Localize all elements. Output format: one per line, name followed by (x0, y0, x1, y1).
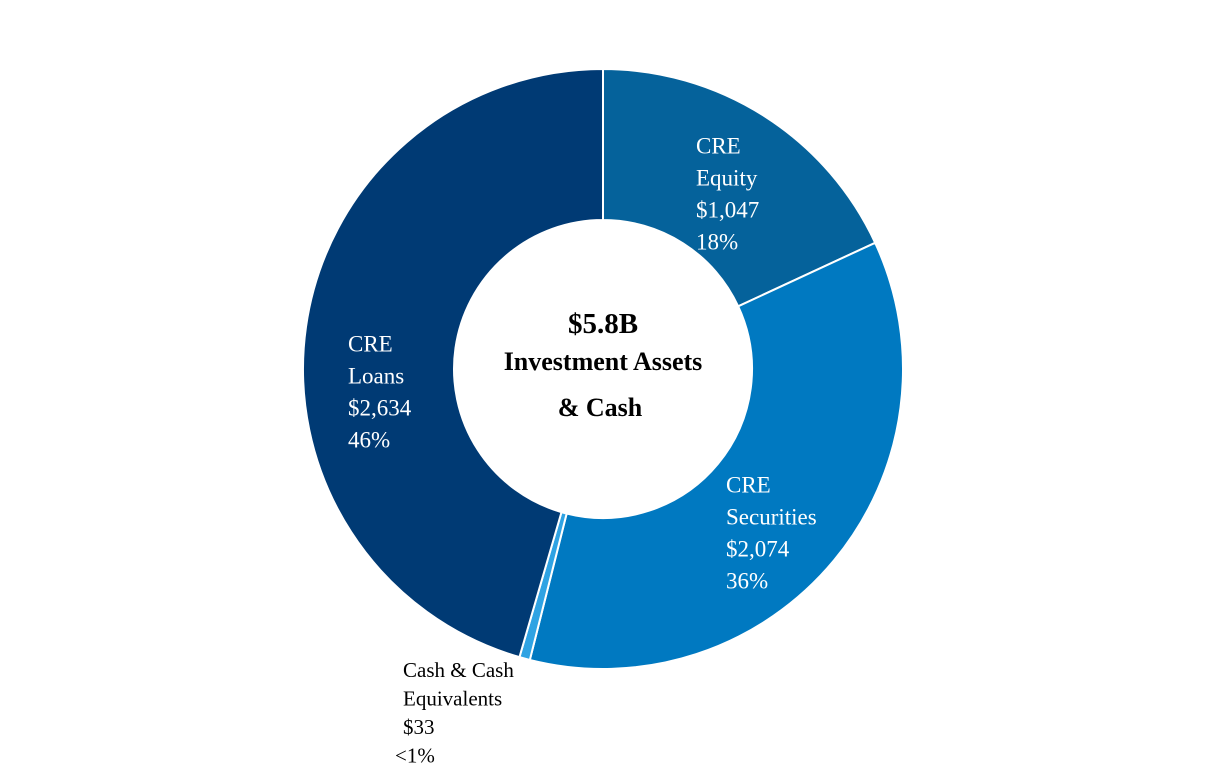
slice-label-line: Securities (726, 504, 817, 529)
slice-label-line: CRE (726, 472, 771, 497)
slice-cre-equity (602, 67, 877, 308)
slice-label-line: $2,074 (726, 536, 790, 561)
slice-label-line: <1% (395, 743, 435, 767)
slice-label-line: 18% (696, 229, 738, 254)
slice-label-line: $1,047 (696, 197, 759, 222)
slice-label-cre-securities: CRE Securities $2,074 36% (726, 472, 817, 593)
center-label: $5.8B Investment Assets & Cash (504, 308, 703, 422)
slice-label-line: 36% (726, 568, 768, 593)
center-total: $5.8B (568, 308, 638, 340)
slice-label-line: Equity (696, 165, 758, 190)
slice-label-line: 46% (348, 427, 390, 452)
slice-label-line: $2,634 (348, 395, 412, 420)
slice-label-line: Loans (348, 363, 404, 388)
slice-label-line: Equivalents (403, 686, 502, 710)
slice-label-cash-cash-equivalents: Cash & Cash Equivalents $33 <1% (395, 658, 514, 768)
slice-label-line: CRE (348, 331, 393, 356)
labels-layer: CRE Equity $1,047 18% CRE Securities $2,074 36%… (348, 133, 817, 767)
slice-label-line: Cash & Cash (403, 658, 514, 682)
slice-cre-loans (302, 67, 604, 659)
slice-cre-securities (528, 241, 904, 670)
slice-label-line: $33 (403, 715, 435, 739)
slice-label-line: CRE (696, 133, 741, 158)
slices-layer (302, 67, 904, 670)
center-subtitle-2: & Cash (558, 393, 643, 422)
center-subtitle: Investment Assets (504, 347, 703, 376)
slice-label-cre-loans: CRE Loans $2,634 46% (348, 331, 412, 452)
slice-label-cre-equity: CRE Equity $1,047 18% (696, 133, 759, 254)
